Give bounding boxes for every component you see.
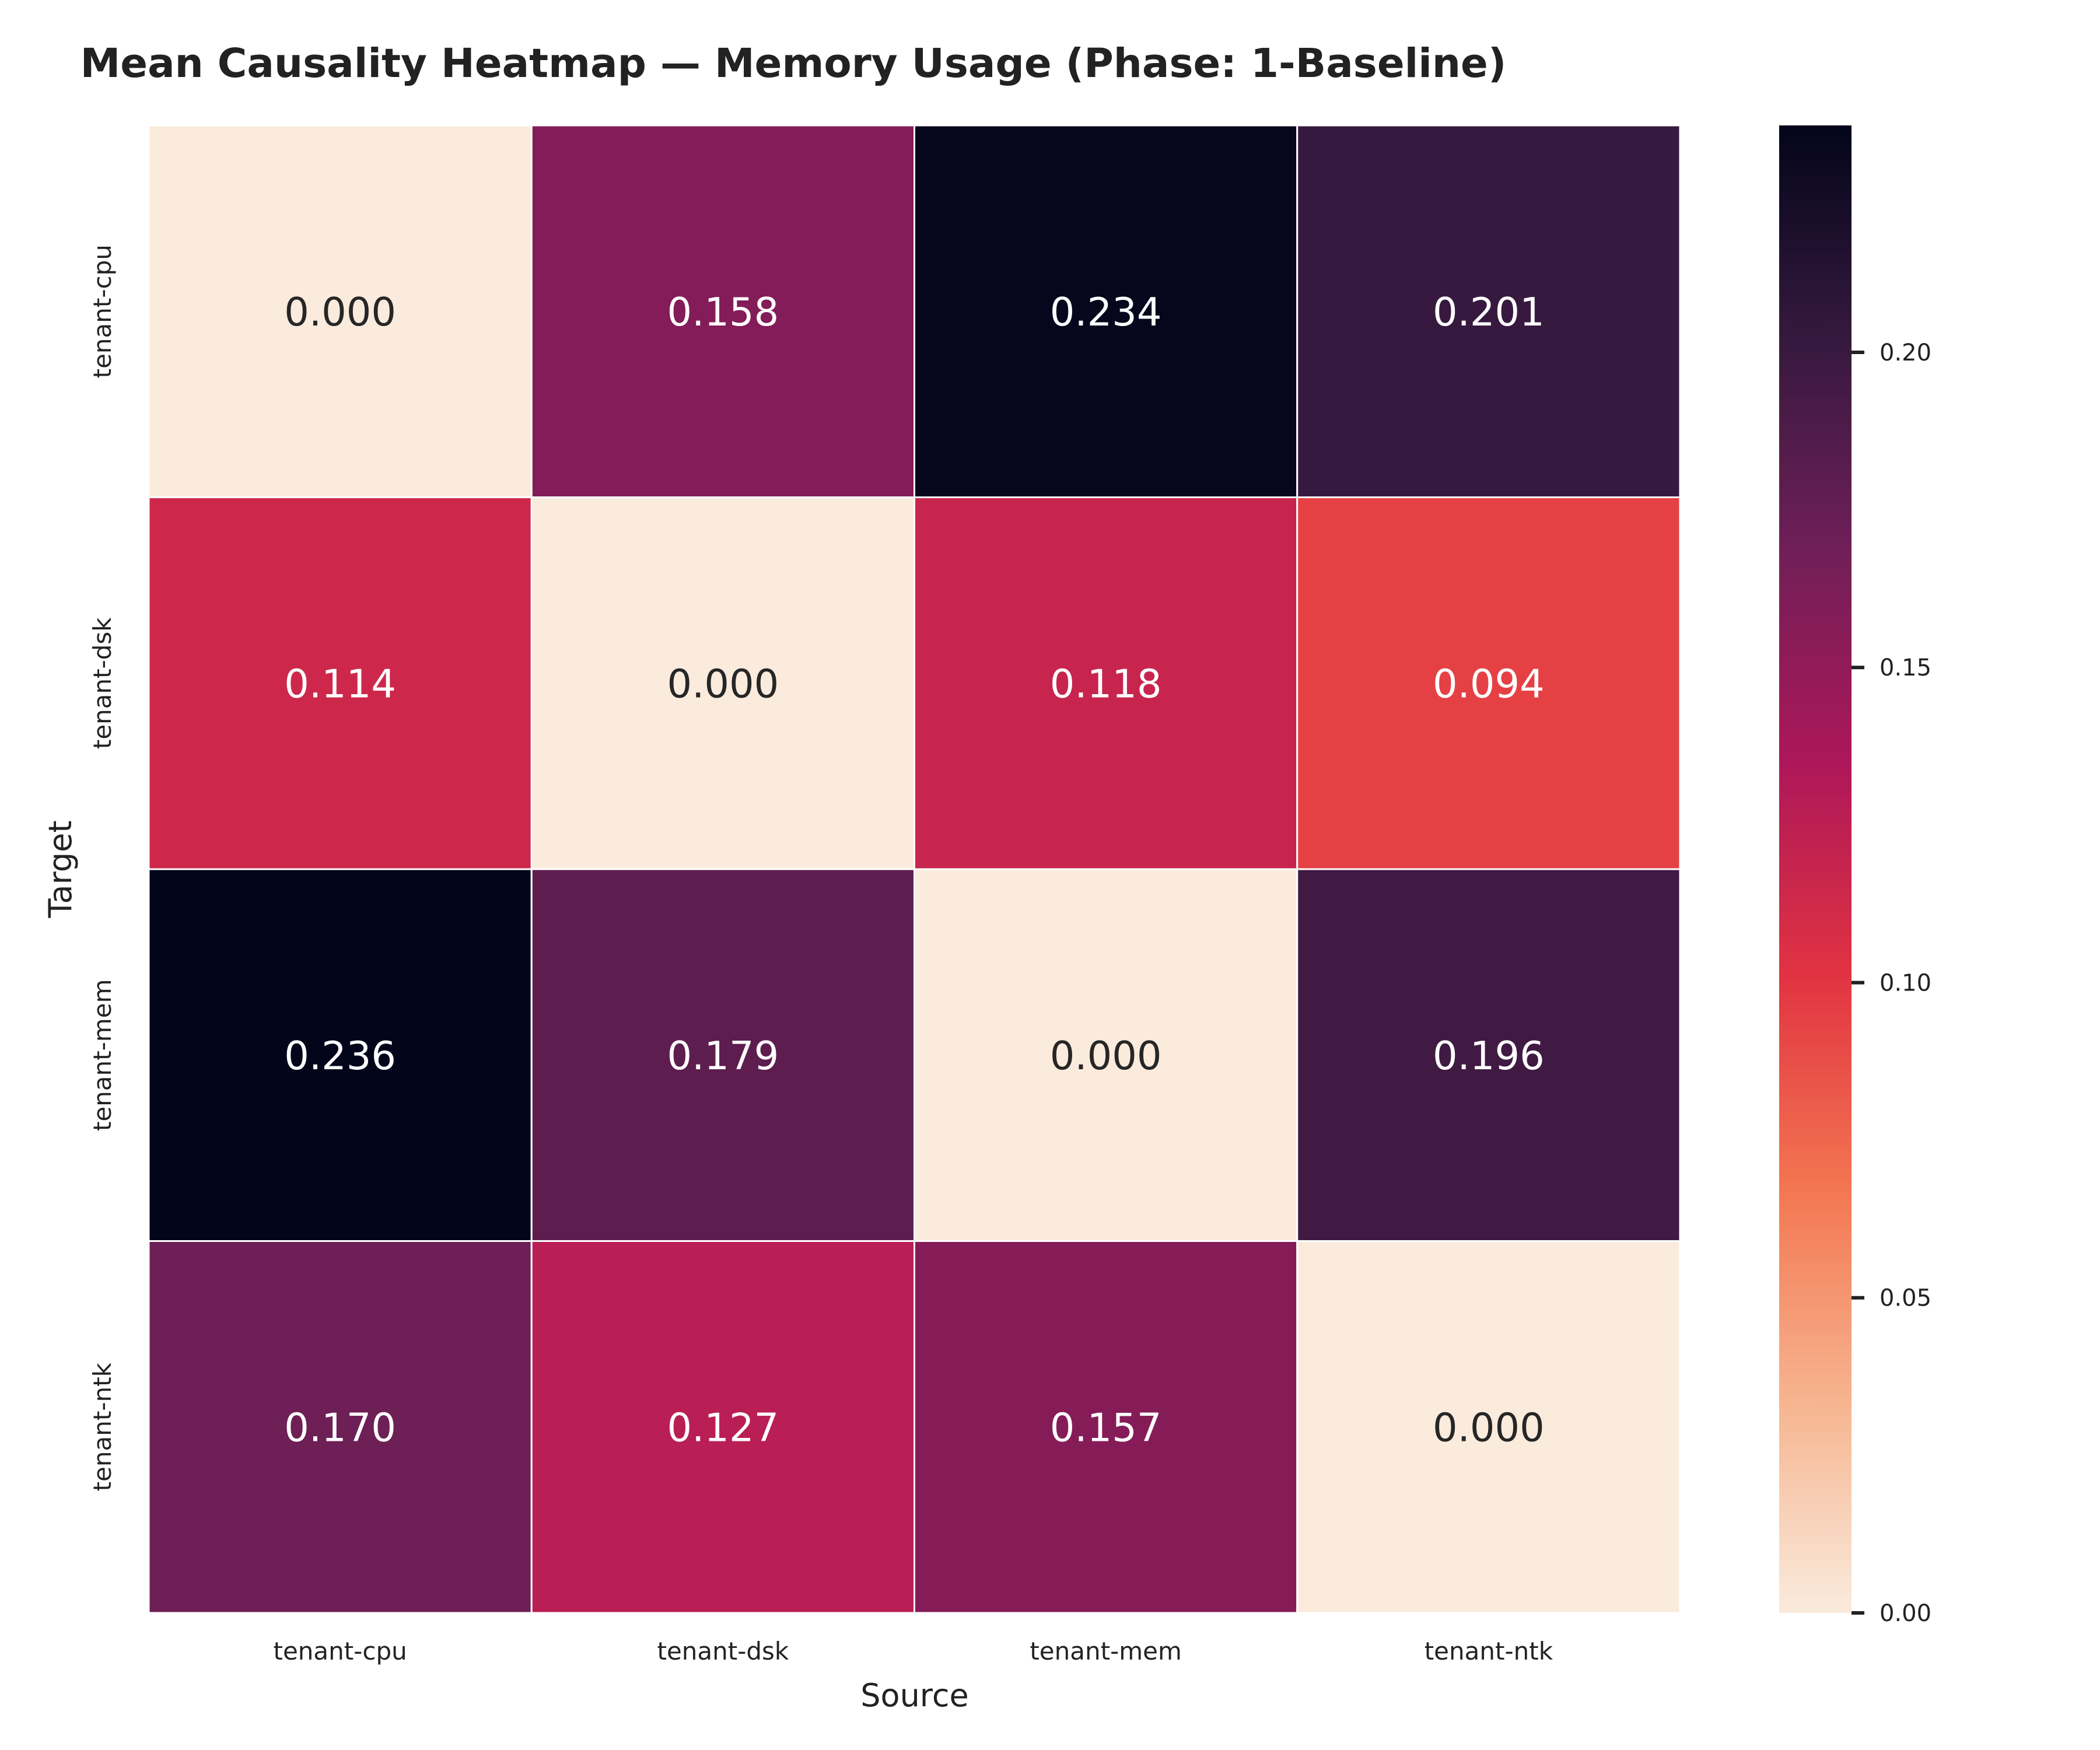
colorbar: 0.00 0.05 0.10 0.15 0.20 [1779,125,1931,1627]
cell-value-label: 0.118 [1050,661,1162,706]
cell-value-label: 0.000 [1433,1405,1545,1450]
colorbar-tick-label: 0.15 [1880,654,1931,681]
colorbar-ticks: 0.00 0.05 0.10 0.15 0.20 [1852,340,1931,1627]
colorbar-tick-label: 0.10 [1880,970,1931,996]
heatmap-cell-tenant-cpu-tenant-dsk [530,124,915,498]
y-tick-label: tenant-ntk [88,1362,117,1491]
heatmap-cell-tenant-cpu-tenant-mem [914,124,1298,498]
heatmap-cell-tenant-dsk-tenant-ntk [1296,496,1681,870]
heatmap-cell-tenant-cpu-tenant-cpu [148,124,533,498]
y-tick-label: tenant-dsk [88,617,117,749]
cell-value-label: 0.179 [667,1033,779,1079]
colorbar-tick-label: 0.05 [1880,1285,1931,1312]
heatmap-cell-tenant-ntk-tenant-mem [914,1240,1298,1614]
colorbar-tick-label: 0.00 [1880,1600,1931,1627]
cell-value-label: 0.201 [1433,289,1545,335]
x-tick-label: tenant-dsk [657,1637,789,1665]
x-tick-label: tenant-mem [1030,1637,1182,1665]
cell-value-label: 0.127 [667,1405,779,1450]
cell-value-label: 0.094 [1433,661,1545,706]
heatmap-cell-labels: 0.000 0.158 0.234 0.201 0.114 0.000 0.118 0.094… [284,289,1545,1451]
heatmap-cells [148,124,1681,1614]
cell-value-label: 0.157 [1050,1405,1162,1450]
heatmap-cell-tenant-dsk-tenant-mem [914,496,1298,870]
heatmap-cell-tenant-mem-tenant-dsk [530,868,915,1242]
heatmap-cell-tenant-dsk-tenant-dsk [530,496,915,870]
heatmap-cell-tenant-ntk-tenant-cpu [148,1240,533,1614]
y-axis-ticks: tenant-cpu tenant-dsk tenant-mem tenant-ntk [88,244,117,1491]
y-tick-label: tenant-cpu [88,244,117,378]
heatmap-cell-tenant-ntk-tenant-dsk [530,1240,915,1614]
cell-value-label: 0.196 [1433,1033,1545,1079]
x-tick-label: tenant-cpu [273,1637,407,1665]
cell-value-label: 0.000 [284,289,396,335]
cell-value-label: 0.000 [667,661,779,706]
y-axis-label: Target [42,820,79,918]
colorbar-tick-label: 0.20 [1880,340,1931,366]
heatmap-cell-tenant-ntk-tenant-ntk [1296,1240,1681,1614]
heatmap-cell-tenant-mem-tenant-ntk [1296,868,1681,1242]
colorbar-gradient [1779,125,1852,1613]
cell-value-label: 0.170 [284,1405,396,1450]
cell-value-label: 0.236 [284,1033,396,1079]
cell-value-label: 0.000 [1050,1033,1162,1079]
y-tick-label: tenant-mem [88,979,117,1131]
x-axis-label: Source [860,1677,968,1714]
cell-value-label: 0.234 [1050,289,1162,335]
cell-value-label: 0.158 [667,289,779,335]
heatmap-cell-tenant-cpu-tenant-ntk [1296,124,1681,498]
cell-value-label: 0.114 [284,661,396,706]
chart-title: Mean Causality Heatmap — Memory Usage (P… [80,40,1507,87]
x-axis-ticks: tenant-cpu tenant-dsk tenant-mem tenant-ntk [273,1637,1553,1665]
x-tick-label: tenant-ntk [1424,1637,1553,1665]
heatmap-cell-tenant-dsk-tenant-cpu [148,496,533,870]
